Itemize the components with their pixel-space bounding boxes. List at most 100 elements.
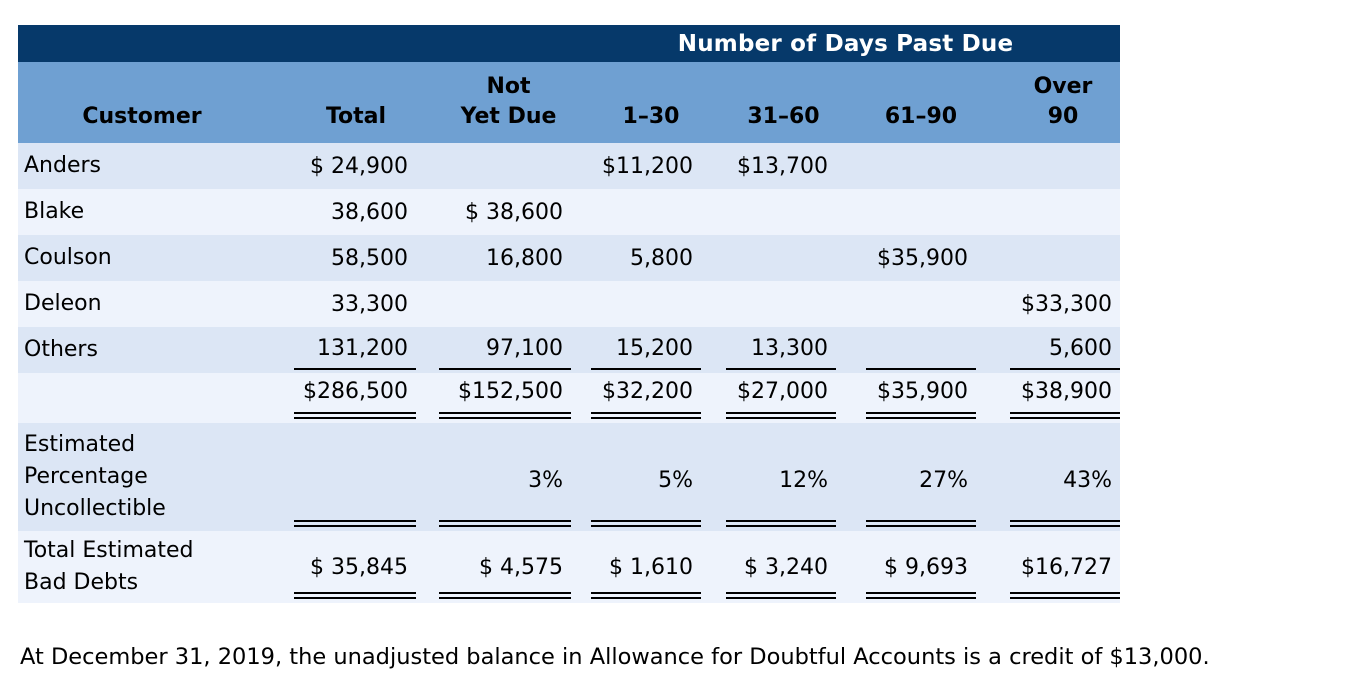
- total-cell-not-yet-due: $152,500: [416, 373, 571, 424]
- amount-cell-1-30: [571, 189, 701, 236]
- percentage-value: 3%: [439, 441, 571, 528]
- percentage-value: 43%: [1010, 441, 1121, 528]
- percentage-cell-61-90: 27%: [836, 423, 976, 532]
- bad-debts-value: $ 35,845: [294, 543, 416, 599]
- percentage-cell-31-60: 12%: [701, 423, 836, 532]
- amount-value: 5,600: [1010, 336, 1121, 371]
- amount-value: 38,600: [331, 199, 408, 225]
- amount-cell-1-30: 5,800: [571, 235, 701, 282]
- customer-row-anders: Anders $ 24,900 $11,200 $13,700: [18, 143, 1121, 190]
- aging-of-receivables-table: Number of Days Past Due Customer Total N…: [18, 25, 1121, 603]
- group-header-band: Number of Days Past Due: [18, 25, 1121, 62]
- group-header-title: Number of Days Past Due: [571, 25, 1121, 62]
- percentage-cell-not-yet-due: 3%: [416, 423, 571, 532]
- amount-cell-31-60: [701, 281, 836, 328]
- amount-cell-1-30: [571, 281, 701, 328]
- amount-cell-over-90: [976, 143, 1121, 190]
- amount-cell-61-90: [836, 281, 976, 328]
- amount-cell-over-90: [976, 235, 1121, 282]
- amount-value: 131,200: [294, 336, 416, 371]
- column-header-61-90: 61–90: [836, 62, 976, 144]
- bad-debts-label-cell: Total Estimated Bad Debts: [18, 531, 266, 603]
- total-cell-61-90: $35,900: [836, 373, 976, 424]
- amount-value: 58,500: [331, 245, 408, 271]
- total-cell-over-90: $38,900: [976, 373, 1121, 424]
- column-header-customer: Customer: [18, 62, 266, 144]
- amount-cell-total: 131,200: [266, 327, 416, 374]
- amount-cell-over-90: [976, 189, 1121, 236]
- bad-debts-value: $ 9,693: [866, 543, 976, 599]
- percentage-cell-1-30: 5%: [571, 423, 701, 532]
- total-cell-31-60: $27,000: [701, 373, 836, 424]
- amount-cell-31-60: 13,300: [701, 327, 836, 374]
- percentage-cell-total: [266, 423, 416, 532]
- footnote: At December 31, 2019, the unadjusted bal…: [20, 644, 1210, 670]
- amount-value: $33,300: [1021, 291, 1113, 317]
- bad-debts-cell-31-60: $ 3,240: [701, 531, 836, 603]
- customer-row-blake: Blake 38,600 $ 38,600: [18, 189, 1121, 236]
- amount-cell-over-90: 5,600: [976, 327, 1121, 374]
- bad-debts-value: $ 3,240: [726, 543, 836, 599]
- amount-cell-61-90: [836, 143, 976, 190]
- amount-cell-not-yet-due: 16,800: [416, 235, 571, 282]
- customer-row-coulson: Coulson 58,500 16,800 5,800 $35,900: [18, 235, 1121, 282]
- amount-value: 16,800: [486, 245, 563, 271]
- column-header-over-90: Over 90: [976, 62, 1121, 144]
- total-value: $38,900: [1010, 373, 1121, 420]
- amount-cell-31-60: [701, 189, 836, 236]
- bad-debts-value: $16,727: [1010, 543, 1121, 599]
- amount-value: $ 24,900: [310, 153, 408, 179]
- amount-value: [866, 361, 976, 371]
- total-value: $32,200: [591, 373, 701, 420]
- group-header-spacer: [18, 25, 571, 62]
- total-value: $152,500: [439, 373, 571, 420]
- total-value: $27,000: [726, 373, 836, 420]
- bad-debts-cell-not-yet-due: $ 4,575: [416, 531, 571, 603]
- total-estimated-bad-debts-row: Total Estimated Bad Debts $ 35,845 $ 4,5…: [18, 531, 1121, 603]
- amount-cell-total: $ 24,900: [266, 143, 416, 190]
- customer-row-others: Others 131,200 97,100 15,200 13,300 5,60…: [18, 327, 1121, 374]
- amount-cell-not-yet-due: [416, 143, 571, 190]
- customer-name-cell: Coulson: [18, 235, 266, 282]
- amount-cell-total: 38,600: [266, 189, 416, 236]
- percentage-value: 27%: [866, 441, 976, 528]
- amount-value: 33,300: [331, 291, 408, 317]
- column-header-total: Total: [266, 62, 416, 144]
- amount-cell-total: 33,300: [266, 281, 416, 328]
- amount-value: 13,300: [726, 336, 836, 371]
- percentage-value: [294, 441, 416, 528]
- customer-name-cell: Blake: [18, 189, 266, 236]
- amount-cell-over-90: $33,300: [976, 281, 1121, 328]
- bad-debts-cell-1-30: $ 1,610: [571, 531, 701, 603]
- customer-name-cell: Others: [18, 327, 266, 374]
- amount-value: $ 38,600: [465, 199, 563, 225]
- amount-value: 5,800: [630, 245, 693, 271]
- amount-cell-61-90: [836, 189, 976, 236]
- customer-name-cell: Anders: [18, 143, 266, 190]
- amount-cell-not-yet-due: [416, 281, 571, 328]
- amount-cell-31-60: [701, 235, 836, 282]
- estimated-percentage-row: Estimated Percentage Uncollectible 3% 5%…: [18, 423, 1121, 532]
- amount-cell-1-30: 15,200: [571, 327, 701, 374]
- amount-cell-not-yet-due: 97,100: [416, 327, 571, 374]
- percentage-cell-over-90: 43%: [976, 423, 1121, 532]
- amount-value: $13,700: [737, 153, 828, 179]
- percentage-value: 12%: [726, 441, 836, 528]
- bad-debts-value: $ 1,610: [591, 543, 701, 599]
- total-cell-total: $286,500: [266, 373, 416, 424]
- amount-value: $35,900: [877, 245, 968, 271]
- column-header-row: Customer Total Not Yet Due 1–30 31–60 61…: [18, 62, 1121, 144]
- bad-debts-value: $ 4,575: [439, 543, 571, 599]
- amount-value: 97,100: [439, 336, 571, 371]
- amount-cell-31-60: $13,700: [701, 143, 836, 190]
- total-value: $286,500: [294, 373, 416, 420]
- amount-cell-61-90: $35,900: [836, 235, 976, 282]
- percentage-value: 5%: [591, 441, 701, 528]
- bad-debts-cell-total: $ 35,845: [266, 531, 416, 603]
- amount-cell-total: 58,500: [266, 235, 416, 282]
- total-cell-1-30: $32,200: [571, 373, 701, 424]
- customer-row-deleon: Deleon 33,300 $33,300: [18, 281, 1121, 328]
- amount-cell-1-30: $11,200: [571, 143, 701, 190]
- amount-cell-61-90: [836, 327, 976, 374]
